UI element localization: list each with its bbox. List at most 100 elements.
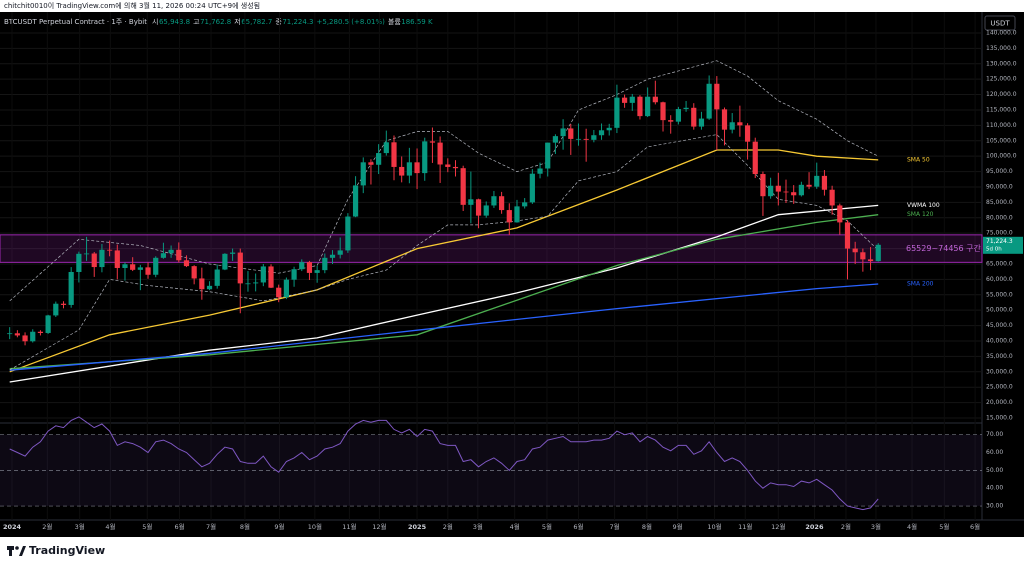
candle-body: [445, 164, 451, 167]
candle-body: [768, 185, 774, 197]
candle-body: [222, 253, 228, 270]
candle-body: [299, 262, 305, 270]
price-tag: [983, 236, 1023, 254]
candle-body: [860, 252, 866, 260]
x-tick-label: 4월: [907, 522, 917, 531]
y-tick-label: 60,000.0: [986, 276, 1013, 283]
candle-body: [468, 199, 474, 205]
candle-body: [744, 125, 751, 142]
candle-body: [60, 303, 67, 305]
brand: TradingView: [29, 544, 105, 557]
ohlc-value: 71,224.3: [282, 18, 313, 26]
y-tick-label: 75,000.0: [986, 230, 1013, 237]
x-tick-label: 6월: [573, 522, 583, 531]
currency-box[interactable]: [984, 15, 1016, 31]
candle-body: [391, 142, 397, 167]
x-tick-label: 2월: [42, 522, 52, 531]
candle-body: [322, 257, 328, 271]
overlay-label: SMA 120: [907, 211, 934, 218]
candle-body: [68, 271, 74, 305]
x-tick-label: 11월: [342, 522, 356, 531]
candle-body: [829, 189, 835, 206]
ohlc-label: 고: [193, 18, 200, 26]
y-tick-label: 65,000.0: [986, 260, 1013, 267]
candle-body: [168, 249, 174, 254]
candle-body: [791, 192, 797, 196]
candle-body: [729, 122, 735, 130]
candle-body: [629, 96, 635, 103]
y-tick-label: 85,000.0: [986, 199, 1013, 206]
candle-body: [176, 249, 182, 261]
currency: USDT: [990, 20, 1010, 28]
candle-body: [560, 128, 566, 137]
candle-body: [345, 216, 351, 251]
candle-body: [606, 127, 612, 131]
candle-body: [422, 141, 428, 174]
moving-average: [9, 204, 879, 383]
ohlc-value: 71,762.8: [200, 18, 231, 26]
candle-body: [37, 331, 44, 333]
candle-body: [153, 257, 159, 275]
change: +5,280.5 (+8.01%): [317, 18, 386, 26]
x-tick-label: 12월: [372, 522, 386, 531]
candle-body: [491, 196, 497, 206]
logo-part: [19, 546, 26, 556]
symbol: BTCUSDT Perpetual Contract · 1주 · Bybit: [4, 18, 147, 26]
candle-body: [352, 185, 359, 217]
x-tick-label: 2025: [408, 523, 427, 531]
candle-body: [552, 136, 559, 143]
x-tick-label: 2월: [443, 522, 453, 531]
candle-body: [683, 107, 689, 110]
bollinger-band: [9, 60, 879, 302]
candle-body: [775, 185, 781, 192]
candle-body: [621, 97, 628, 103]
y-tick-label: 110,000.0: [986, 122, 1017, 129]
y-tick-label: 95,000.0: [986, 168, 1013, 175]
x-tick-label: 10월: [707, 522, 721, 531]
candle-body: [329, 254, 336, 258]
candle-body: [283, 279, 289, 298]
candle-body: [22, 335, 28, 342]
y-tick-label: 105,000.0: [986, 137, 1017, 144]
rsi-tick-label: 30.00: [986, 503, 1003, 510]
candle-body: [783, 191, 789, 193]
y-tick-label: 125,000.0: [986, 76, 1017, 83]
x-tick-label: 4월: [510, 522, 520, 531]
candle-body: [598, 130, 605, 136]
candle-body: [714, 83, 720, 110]
candle-body: [675, 109, 681, 122]
candle-body: [698, 118, 705, 127]
candle-body: [691, 107, 697, 127]
candle-body: [83, 253, 90, 255]
candle-body: [752, 141, 758, 175]
candle-body: [429, 141, 436, 143]
candle-body: [475, 199, 482, 216]
rsi-tick-label: 60.00: [986, 449, 1003, 456]
moving-average: [9, 149, 879, 373]
logo-part: [9, 546, 12, 556]
candle-body: [383, 142, 389, 154]
candle-body: [314, 270, 320, 273]
candle-body: [406, 162, 412, 176]
candle-body: [452, 166, 459, 169]
rsi-line: [9, 416, 879, 511]
candle-body: [206, 285, 213, 290]
candle-body: [276, 287, 282, 298]
y-tick-label: 80,000.0: [986, 214, 1013, 221]
candle-body: [460, 168, 466, 205]
x-tick-label: 3월: [473, 522, 483, 531]
ohlc-label: 시: [152, 18, 158, 26]
candle-body: [529, 173, 535, 203]
y-tick-label: 140,000.0: [986, 29, 1017, 36]
ohlc-label: 종: [275, 18, 282, 26]
candle-body: [806, 184, 812, 187]
candle-body: [537, 168, 543, 174]
candle-body: [7, 333, 13, 335]
x-tick-label: 7월: [610, 522, 620, 531]
candle-body: [99, 249, 105, 268]
y-tick-label: 25,000.0: [986, 384, 1013, 391]
candle-body: [737, 122, 743, 126]
candle-body: [183, 260, 190, 267]
candle-body: [253, 282, 259, 284]
candle-body: [483, 205, 489, 216]
